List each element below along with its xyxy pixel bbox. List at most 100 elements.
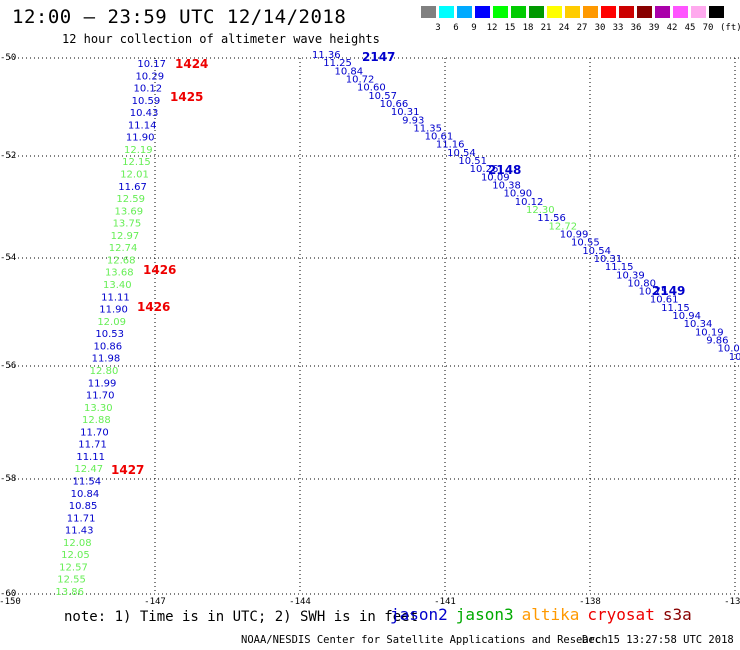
latitude-tick-label: -52 — [0, 151, 16, 161]
wave-height-label: 11.11 — [101, 292, 130, 303]
wave-height-label: 13.30 — [84, 403, 113, 414]
wave-height-label: 10.61 — [425, 132, 454, 143]
scale-swatch — [456, 5, 473, 19]
wave-height-label: 10.12 — [515, 197, 544, 208]
wave-height-label: 10.61 — [650, 295, 679, 306]
wave-height-label: 11.67 — [118, 182, 147, 193]
longitude-tick-label: -141 — [434, 597, 456, 605]
credit-line: NOAA/NESDIS Center for Satellite Applica… — [241, 634, 608, 646]
wave-height-label: 12.97 — [111, 231, 140, 242]
wave-height-label: 11.15 — [605, 262, 634, 273]
wave-height-label: 13.75 — [113, 219, 142, 230]
wave-height-label: 10.86 — [93, 341, 122, 352]
orbit-number-label: 1426 — [137, 300, 170, 314]
scale-swatch — [636, 5, 653, 19]
wave-height-label: 10.51 — [458, 156, 487, 167]
longitude-tick-label: -147 — [144, 597, 166, 605]
wave-height-label: 12.88 — [82, 415, 111, 426]
wave-height-label: 11.36 — [312, 50, 341, 61]
longitude-tick-label: -135 — [724, 597, 740, 605]
wave-height-label: 11.43 — [65, 526, 94, 537]
scale-swatch — [510, 5, 527, 19]
wave-height-label: 10.59 — [132, 96, 161, 107]
wave-height-label: 11.35 — [413, 123, 442, 134]
latitude-tick-label: -58 — [0, 474, 16, 484]
scale-swatch — [708, 5, 725, 19]
scale-label: 39 — [648, 23, 660, 33]
wave-height-label: 11.71 — [78, 440, 107, 451]
wave-height-label: 12.05 — [61, 550, 90, 561]
scale-swatch — [600, 5, 617, 19]
wave-height-label: 10.38 — [492, 181, 521, 192]
longitude-tick-label: -144 — [289, 597, 311, 605]
scale-label: 36 — [630, 23, 642, 33]
scale-swatch — [690, 5, 707, 19]
wave-height-label: 10.54 — [447, 148, 476, 159]
wave-height-label: 10.43 — [130, 108, 159, 119]
wave-height-label: 12.72 — [549, 221, 578, 232]
wave-height-label: 12.30 — [526, 205, 555, 216]
wave-height-label: 10.60 — [357, 83, 386, 94]
legend-entry: s3a — [662, 605, 692, 624]
wave-height-label: 10.75 — [639, 287, 668, 298]
wave-height-label: 13.68 — [105, 268, 134, 279]
wave-height-label: 13.40 — [103, 280, 132, 291]
legend-entry: jason2 — [390, 605, 448, 624]
scale-label: 18 — [522, 23, 534, 33]
scale-label: 27 — [576, 23, 588, 33]
wave-height-label: 10.12 — [134, 84, 163, 95]
scale-label: 30 — [594, 23, 606, 33]
wave-height-label: 11.11 — [76, 452, 105, 463]
wave-height-label: 12.47 — [74, 464, 103, 475]
wave-height-label: 10.84 — [71, 489, 100, 500]
orbit-number-label: 1424 — [175, 57, 208, 71]
wave-height-label: 12.09 — [97, 317, 126, 328]
wave-height-label: 10.26 — [470, 164, 499, 175]
wave-height-label: 10.94 — [672, 311, 701, 322]
wave-height-label: 11.71 — [67, 513, 96, 524]
wave-height-label: 10.10 — [729, 352, 740, 363]
wave-height-label: 10.54 — [582, 246, 611, 257]
scale-label: 12 — [486, 23, 498, 33]
wave-height-label: 12.01 — [120, 170, 149, 181]
legend-entry: cryosat — [587, 605, 655, 624]
longitude-tick-label: -138 — [579, 597, 601, 605]
wave-height-label: 10.55 — [571, 238, 600, 249]
scale-label: 70 — [702, 23, 714, 33]
altimeter-map: -50 -52 -54 -56 -58 -60-150 -147 -144 -141 -138 -1… — [0, 50, 740, 605]
longitude-tick-label: -150 — [0, 597, 21, 605]
wave-height-label: 12.08 — [63, 538, 92, 549]
orbit-number-label: 2148 — [488, 163, 521, 177]
wave-height-label: 12.55 — [57, 575, 86, 586]
wave-height-label: 11.14 — [128, 120, 157, 131]
footer-note: note: 1) Time is in UTC; 2) SWH is in fe… — [64, 609, 419, 625]
wave-height-label: 11.99 — [88, 378, 117, 389]
orbit-number-label: 2149 — [652, 284, 685, 298]
wave-height-label: 12.19 — [124, 145, 153, 156]
wave-height-label: 10.17 — [137, 59, 166, 70]
orbit-number-label: 1426 — [143, 263, 176, 277]
wave-height-label: 11.90 — [126, 133, 155, 144]
scale-swatch — [564, 5, 581, 19]
scale-label: 15 — [504, 23, 516, 33]
legend-entry: jason3 — [455, 605, 514, 624]
scale-swatch — [582, 5, 599, 19]
wave-height-label: 10.66 — [380, 99, 409, 110]
wave-height-label: 10.29 — [135, 71, 164, 82]
wave-height-label: 12.74 — [109, 243, 138, 254]
wave-height-label: 10.31 — [391, 107, 420, 118]
scale-label: 42 — [666, 23, 678, 33]
wave-height-label: 10.85 — [69, 501, 98, 512]
wave-height-label: 11.15 — [661, 303, 690, 314]
wave-height-label: 12.80 — [90, 366, 119, 377]
page-subtitle: 12 hour collection of altimeter wave hei… — [62, 32, 380, 46]
wave-height-label: 12.57 — [59, 562, 88, 573]
wave-height-label: 13.69 — [114, 206, 143, 217]
page-title: 12:00 – 23:59 UTC 12/14/2018 — [12, 6, 347, 28]
scale-label: 3 — [435, 23, 441, 33]
latitude-tick-label: -56 — [0, 361, 16, 371]
scale-swatch — [672, 5, 689, 19]
wave-height-label: 10.90 — [503, 189, 532, 200]
orbit-number-label: 2147 — [362, 50, 395, 64]
wave-height-label: 10.53 — [95, 329, 124, 340]
